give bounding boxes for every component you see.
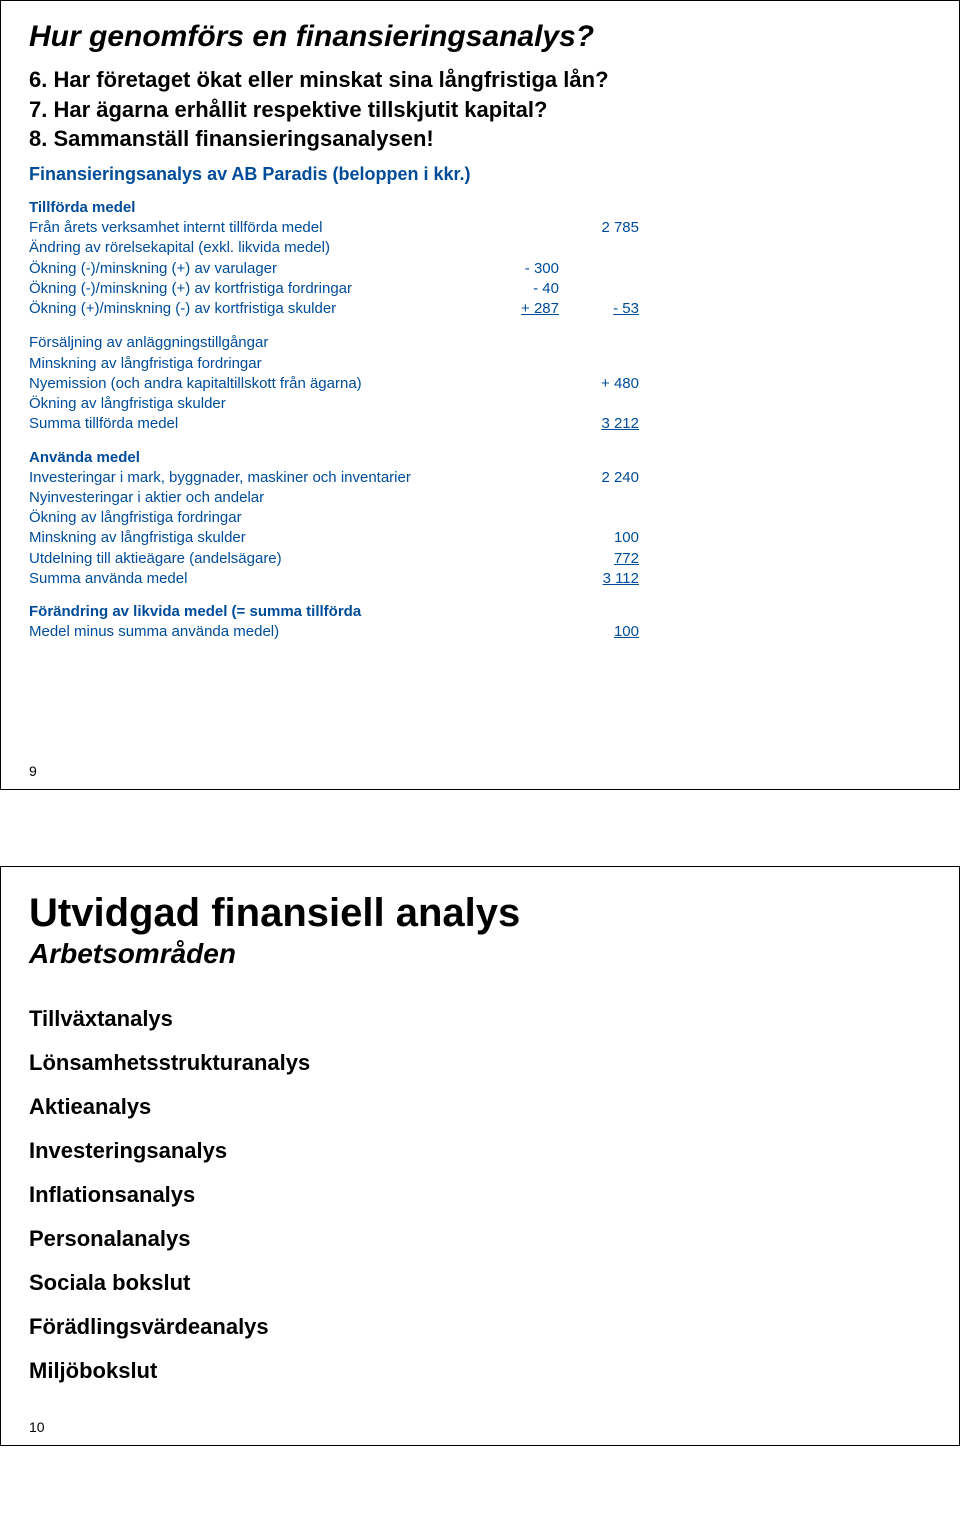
list-item: Tillväxtanalys	[29, 1006, 931, 1032]
row-label: Nyemission (och andra kapitaltillskott f…	[29, 374, 499, 394]
cell	[499, 569, 559, 589]
row-label: Från årets verksamhet internt tillförda …	[29, 218, 499, 238]
cell: 2 240	[559, 468, 639, 488]
cell: 3 212	[559, 414, 639, 434]
cell: - 300	[499, 259, 559, 279]
topic-list: Tillväxtanalys Lönsamhetsstrukturanalys …	[29, 1006, 931, 1384]
slide-1: Hur genomförs en finansieringsanalys? 6.…	[0, 0, 960, 790]
q7: 7. Har ägarna erhållit respektive tillsk…	[29, 95, 931, 125]
section-forandring: Medel minus summa använda medel) 100	[29, 622, 931, 642]
cell: 772	[559, 549, 639, 569]
table-row: Utdelning till aktieägare (andelsägare) …	[29, 549, 931, 569]
cell	[499, 549, 559, 569]
list-item: Förädlingsvärdeanalys	[29, 1314, 931, 1340]
q6: 6. Har företaget ökat eller minskat sina…	[29, 65, 931, 95]
section-head-forandring: Förändring av likvida medel (= summa til…	[29, 603, 931, 620]
row-label: Ökning (+)/minskning (-) av kortfristiga…	[29, 299, 499, 319]
row-label: Medel minus summa använda medel)	[29, 622, 499, 642]
row-label: Ökning (-)/minskning (+) av varulager	[29, 259, 499, 279]
cell	[499, 218, 559, 238]
section-anvanda: Investeringar i mark, byggnader, maskine…	[29, 468, 931, 590]
table-row: Nyemission (och andra kapitaltillskott f…	[29, 374, 931, 394]
page-number-inner: 9	[29, 763, 37, 779]
row-label: Nyinvesteringar i aktier och andelar	[29, 488, 499, 508]
list-item: Personalanalys	[29, 1226, 931, 1252]
list-item: Lönsamhetsstrukturanalys	[29, 1050, 931, 1076]
cell: 100	[559, 528, 639, 548]
cell: 2 785	[559, 218, 639, 238]
table-row: Ökning (-)/minskning (+) av kortfristiga…	[29, 279, 931, 299]
q8: 8. Sammanställ finansieringsanalysen!	[29, 124, 931, 154]
cell: - 40	[499, 279, 559, 299]
table-row: Summa använda medel 3 112	[29, 569, 931, 589]
section-tillforda: Från årets verksamhet internt tillförda …	[29, 218, 931, 319]
cell	[499, 528, 559, 548]
row-label: Ökning av långfristiga fordringar	[29, 508, 499, 528]
cell	[499, 374, 559, 394]
list-item: Aktieanalys	[29, 1094, 931, 1120]
slide2-subtitle: Arbetsområden	[29, 938, 931, 970]
table-row: Ökning (-)/minskning (+) av varulager - …	[29, 259, 931, 279]
table-row: Försäljning av anläggningstillgångar	[29, 333, 931, 353]
row-label: Försäljning av anläggningstillgångar	[29, 333, 499, 353]
table-row: Ökning av långfristiga fordringar	[29, 508, 931, 528]
cell	[499, 414, 559, 434]
section-head-tillforda: Tillförda medel	[29, 199, 931, 216]
row-label: Summa använda medel	[29, 569, 499, 589]
row-label: Minskning av långfristiga skulder	[29, 528, 499, 548]
row-label: Utdelning till aktieägare (andelsägare)	[29, 549, 499, 569]
slide2-title: Utvidgad finansiell analys	[29, 891, 931, 936]
section-forsaljning: Försäljning av anläggningstillgångar Min…	[29, 333, 931, 434]
slide-title: Hur genomförs en finansieringsanalys?	[29, 19, 931, 55]
slide-2: Utvidgad finansiell analys Arbetsområden…	[0, 866, 960, 1446]
list-item: Inflationsanalys	[29, 1182, 931, 1208]
table-row: Summa tillförda medel 3 212	[29, 414, 931, 434]
cell	[499, 622, 559, 642]
cell	[499, 468, 559, 488]
table-row: Medel minus summa använda medel) 100	[29, 622, 931, 642]
table-row: Ökning (+)/minskning (-) av kortfristiga…	[29, 299, 931, 319]
row-label: Summa tillförda medel	[29, 414, 499, 434]
cell: - 53	[559, 299, 639, 319]
table-row: Nyinvesteringar i aktier och andelar	[29, 488, 931, 508]
finance-title: Finansieringsanalys av AB Paradis (belop…	[29, 164, 931, 185]
table-row: Från årets verksamhet internt tillförda …	[29, 218, 931, 238]
section-head-anvanda: Använda medel	[29, 449, 931, 466]
row-label: Minskning av långfristiga fordringar	[29, 354, 499, 374]
table-row: Ökning av långfristiga skulder	[29, 394, 931, 414]
list-item: Sociala bokslut	[29, 1270, 931, 1296]
row-label: Ökning av långfristiga skulder	[29, 394, 499, 414]
list-item: Miljöbokslut	[29, 1358, 931, 1384]
table-row: Ändring av rörelsekapital (exkl. likvida…	[29, 238, 931, 258]
cell: 100	[559, 622, 639, 642]
list-item: Investeringsanalys	[29, 1138, 931, 1164]
table-row: Investeringar i mark, byggnader, maskine…	[29, 468, 931, 488]
row-label: Ökning (-)/minskning (+) av kortfristiga…	[29, 279, 499, 299]
row-label: Ändring av rörelsekapital (exkl. likvida…	[29, 238, 499, 258]
table-row: Minskning av långfristiga fordringar	[29, 354, 931, 374]
cell: + 480	[559, 374, 639, 394]
table-row: Minskning av långfristiga skulder 100	[29, 528, 931, 548]
page-number-inner: 10	[29, 1419, 45, 1435]
row-label: Investeringar i mark, byggnader, maskine…	[29, 468, 499, 488]
cell: 3 112	[559, 569, 639, 589]
cell: + 287	[499, 299, 559, 319]
